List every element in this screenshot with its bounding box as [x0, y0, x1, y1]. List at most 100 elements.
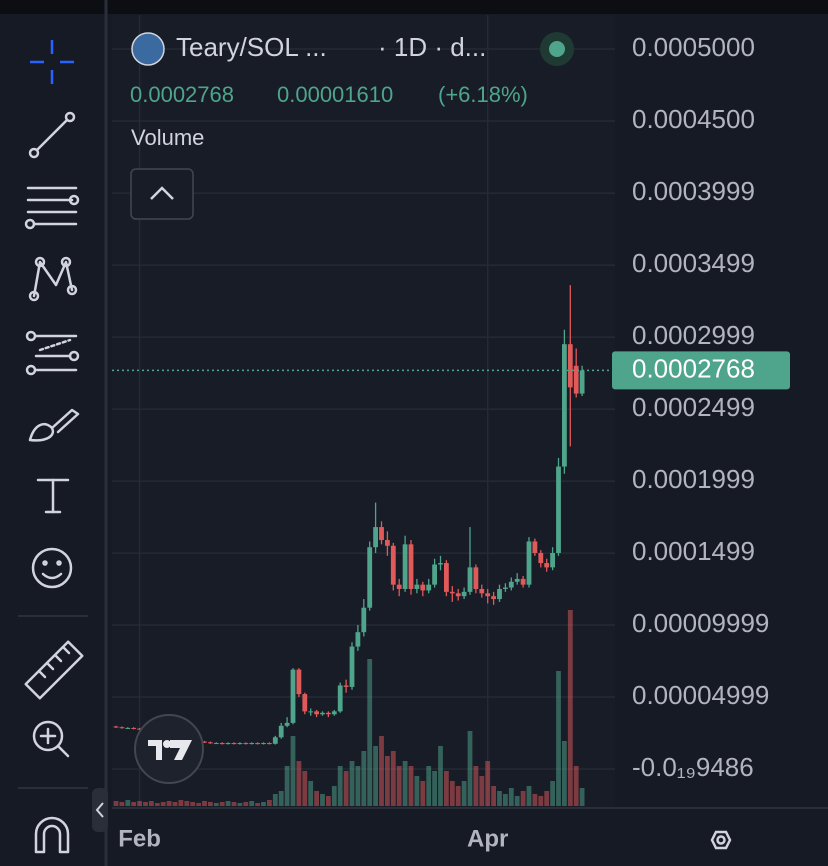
candle-body — [449, 591, 455, 594]
collapse-toolbar-button[interactable] — [92, 788, 108, 832]
candle-body — [479, 588, 485, 594]
volume-bar — [538, 796, 544, 806]
volume-bar — [426, 766, 432, 806]
symbol-avatar — [131, 32, 165, 66]
tv-logo[interactable] — [134, 714, 204, 784]
volume-bar — [343, 771, 349, 806]
volume-bar — [390, 751, 396, 806]
candle-body — [302, 694, 308, 712]
candle-body — [373, 527, 378, 548]
candle-body — [367, 547, 373, 608]
volume-bar — [219, 802, 225, 806]
collapse-indicators-button[interactable] — [130, 168, 194, 220]
symbol-name[interactable]: Teary/SOL ... — [176, 32, 327, 62]
candle-body — [119, 727, 125, 729]
volume-bar — [320, 794, 325, 806]
volume-bar — [556, 671, 561, 806]
magnet-tool[interactable] — [34, 816, 70, 854]
candle-body — [491, 596, 496, 600]
volume-bar — [497, 791, 502, 806]
y-tick-label: 0.0002499 — [632, 392, 755, 422]
candle-body — [508, 581, 514, 588]
emoji-tool[interactable] — [31, 547, 73, 589]
candle-body — [390, 545, 396, 585]
volume-bar — [231, 802, 237, 806]
candle-body — [467, 567, 473, 592]
candle-body — [414, 584, 420, 589]
ruler-tool[interactable] — [24, 640, 84, 700]
volume-bar — [154, 803, 160, 806]
pattern-tool[interactable] — [28, 256, 78, 302]
candle-body — [532, 541, 538, 553]
volume-bar — [172, 802, 178, 806]
volume-bar — [385, 756, 390, 806]
candle-body — [420, 584, 426, 591]
volume-bar — [491, 786, 496, 806]
candle-body — [296, 669, 302, 695]
candle-body — [113, 726, 119, 728]
y-tick-label: 0.0003499 — [632, 248, 755, 278]
brush-tool[interactable] — [28, 408, 80, 442]
volume-bar — [272, 794, 278, 806]
volume-bar — [455, 786, 461, 806]
candle-body — [408, 544, 414, 589]
candle-body — [455, 593, 461, 597]
top-bar — [0, 0, 828, 14]
volume-bar — [444, 771, 449, 806]
volume-bar — [467, 731, 473, 806]
volume-bar — [125, 800, 131, 806]
candle-body — [290, 669, 296, 723]
candle-body — [326, 712, 331, 715]
candle-body — [567, 344, 573, 388]
volume-bar — [119, 802, 125, 806]
volume-bar — [296, 761, 302, 806]
candle-body — [396, 584, 402, 589]
y-tick-label: 0.0003999 — [632, 176, 755, 206]
candle-body — [402, 544, 408, 589]
candle-body — [137, 728, 142, 730]
volume-bar — [361, 751, 367, 806]
candle-body — [361, 607, 367, 633]
candle-body — [355, 632, 361, 647]
zoom-tool[interactable] — [32, 720, 70, 758]
candle-body — [526, 541, 532, 585]
volume-bar — [225, 801, 231, 806]
volume-bar — [208, 802, 213, 806]
y-tick-label: 0.0002999 — [632, 320, 755, 350]
volume-bar — [131, 802, 137, 806]
candle-body — [550, 552, 555, 568]
toolbar — [18, 40, 88, 854]
trend-line-tool[interactable] — [28, 111, 76, 159]
volume-bar — [261, 802, 266, 806]
text-tool[interactable] — [36, 478, 70, 514]
volume-bar — [573, 766, 579, 806]
volume-bar — [237, 803, 243, 806]
volume-bar — [402, 761, 408, 806]
volume-bar — [485, 761, 491, 806]
volume-bar — [113, 801, 119, 806]
candle-body — [503, 587, 508, 589]
candle-body — [320, 712, 325, 715]
volume-bar — [526, 786, 532, 806]
volume-bar — [503, 794, 508, 806]
volume-title: Volume — [131, 125, 204, 150]
candle-body — [544, 563, 550, 568]
interval: · 1D · d... — [378, 32, 486, 62]
crosshair-tool[interactable] — [30, 40, 74, 84]
y-tick-label: -0.0₁₉9486 — [632, 752, 754, 782]
candle-body — [349, 646, 355, 687]
forecast-tool[interactable] — [25, 330, 80, 376]
y-tick-label: 0.0004500 — [632, 104, 755, 134]
candle-body — [249, 743, 255, 745]
volume-bar — [302, 771, 308, 806]
legend-change: 0.00001610 — [277, 82, 393, 107]
settings-button[interactable] — [710, 830, 732, 850]
fib-tool[interactable] — [24, 186, 80, 230]
volume-bar — [379, 736, 384, 806]
y-tick-label: 0.00004999 — [632, 680, 769, 710]
volume-bar — [550, 781, 555, 806]
volume-bar — [314, 791, 319, 806]
candle-body — [308, 711, 314, 713]
candle-body — [202, 741, 207, 743]
